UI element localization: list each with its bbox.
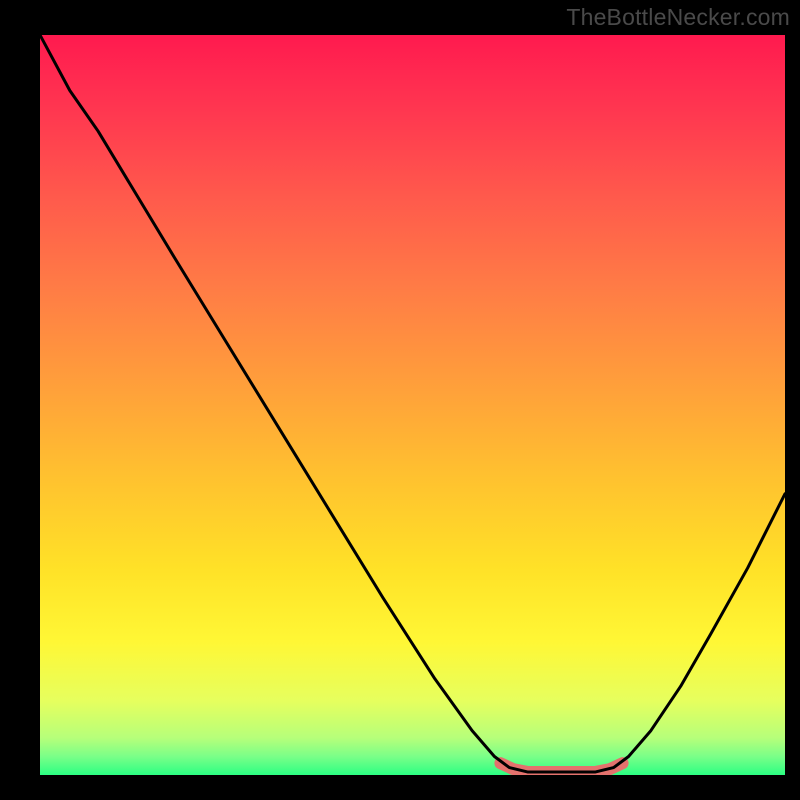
watermark-text: TheBottleNecker.com <box>566 4 790 31</box>
plot-area <box>40 35 785 775</box>
curve-layer <box>40 35 785 775</box>
bottleneck-curve <box>40 35 785 772</box>
chart-container: TheBottleNecker.com <box>0 0 800 800</box>
